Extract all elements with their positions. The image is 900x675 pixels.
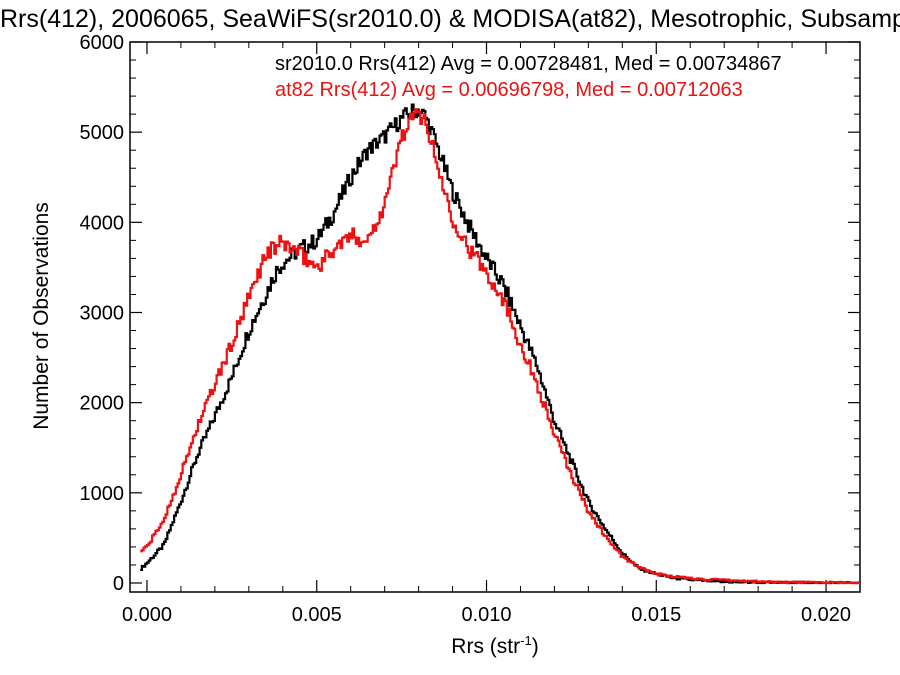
x-tick-label: 0.005 [292, 604, 342, 626]
x-tick-label: 0.020 [801, 604, 851, 626]
y-axis-label: Number of Observations [30, 202, 53, 430]
x-tick-label: 0.010 [461, 604, 511, 626]
plot-area-border [129, 41, 861, 593]
x-axis-label-main: Rrs (str [451, 635, 520, 658]
y-tick-labels: 0 1000 2000 3000 4000 5000 6000 [80, 32, 125, 595]
series-line-at82 [140, 108, 860, 585]
series-lines [140, 103, 860, 585]
y-tick-label: 0 [113, 573, 124, 595]
legend-entry-at82: at82 Rrs(412) Avg = 0.00696798, Med = 0.… [275, 79, 743, 101]
y-tick-label: 5000 [80, 122, 125, 144]
axis-ticks [130, 41, 860, 592]
y-tick-label: 4000 [80, 212, 125, 234]
legend-entry-sr2010: sr2010.0 Rrs(412) Avg = 0.00728481, Med … [275, 53, 782, 75]
series-line-sr2010 [140, 103, 860, 585]
x-axis-label-end: ) [532, 635, 539, 658]
y-tick-label: 1000 [80, 483, 125, 505]
legend: sr2010.0 Rrs(412) Avg = 0.00728481, Med … [275, 53, 782, 101]
plot-frame [129, 41, 861, 593]
x-axis-label-superscript: -1 [520, 633, 532, 648]
y-tick-label: 3000 [80, 302, 125, 324]
x-tick-label: 0.015 [631, 604, 681, 626]
y-tick-label: 2000 [80, 393, 125, 415]
x-axis-label: Rrs (str-1) [451, 633, 538, 658]
y-tick-label: 6000 [80, 32, 125, 54]
chart-title: Rrs(412), 2006065, SeaWiFS(sr2010.0) & M… [0, 5, 900, 33]
x-tick-label: 0.000 [122, 604, 172, 626]
x-tick-labels: 0.000 0.005 0.010 0.015 0.020 [122, 604, 851, 626]
